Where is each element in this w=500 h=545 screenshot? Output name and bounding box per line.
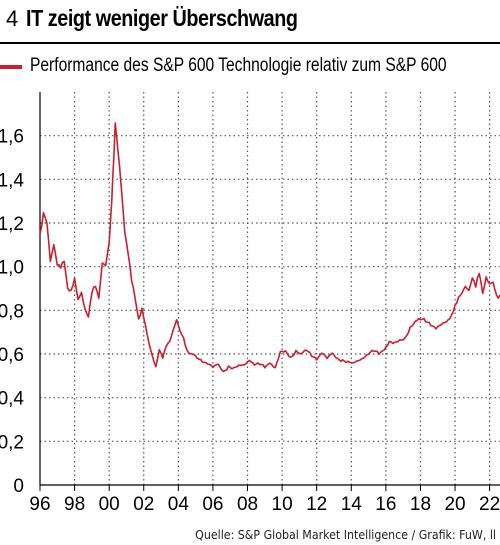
legend-label: Performance des S&P 600 Technologie rela… [30, 55, 447, 76]
x-tick-label: 98 [64, 494, 85, 515]
x-tick-label: 08 [237, 494, 258, 515]
x-tick-label: 00 [99, 494, 120, 515]
x-tick-label: 10 [272, 494, 293, 515]
x-tick-label: 04 [168, 494, 190, 515]
x-tick-label: 12 [306, 494, 327, 515]
line-chart: 0 0,2 0,4 0,6 0,8 1,0 1,2 1,4 1,6 96 98 00 02 04 06 08… [0, 92, 500, 515]
y-tick-label: 0,2 [0, 432, 24, 453]
y-tick-label: 0 [13, 476, 24, 497]
series-line [39, 122, 500, 373]
series-group [39, 122, 500, 373]
x-tick-label: 06 [202, 494, 223, 515]
legend: Performance des S&P 600 Technologie rela… [0, 55, 500, 79]
y-tick-label: 0,8 [0, 301, 24, 322]
y-tick-label: 0,6 [0, 345, 24, 366]
figure-number: 4 [6, 6, 19, 31]
y-tick-label: 1,2 [0, 214, 24, 235]
y-tick-label: 1,0 [0, 258, 24, 279]
legend-swatch [0, 65, 22, 69]
chart-title: IT zeigt weniger Überschwang [26, 5, 298, 31]
chart-header: 4 IT zeigt weniger Überschwang [0, 0, 500, 42]
y-tick-label: 1,6 [0, 127, 24, 148]
y-tick-label: 1,4 [0, 170, 24, 191]
x-tick-label: 22 [479, 494, 500, 515]
x-axis-ticks: 96 98 00 02 04 06 08 10 12 14 16 18 20 22 [29, 485, 500, 515]
x-tick-label: 02 [133, 494, 154, 515]
x-tick-label: 16 [375, 494, 396, 515]
x-tick-label: 14 [341, 494, 363, 515]
y-tick-label: 0,4 [0, 389, 24, 410]
x-tick-label: 18 [410, 494, 431, 515]
y-axis-ticks: 0 0,2 0,4 0,6 0,8 1,0 1,2 1,4 1,6 [0, 127, 24, 497]
source-note: Quelle: S&P Global Market Intelligence /… [195, 528, 496, 542]
header-rule [0, 42, 500, 44]
x-tick-label: 20 [444, 494, 465, 515]
grid-lines [39, 92, 500, 486]
x-tick-label: 96 [29, 494, 50, 515]
